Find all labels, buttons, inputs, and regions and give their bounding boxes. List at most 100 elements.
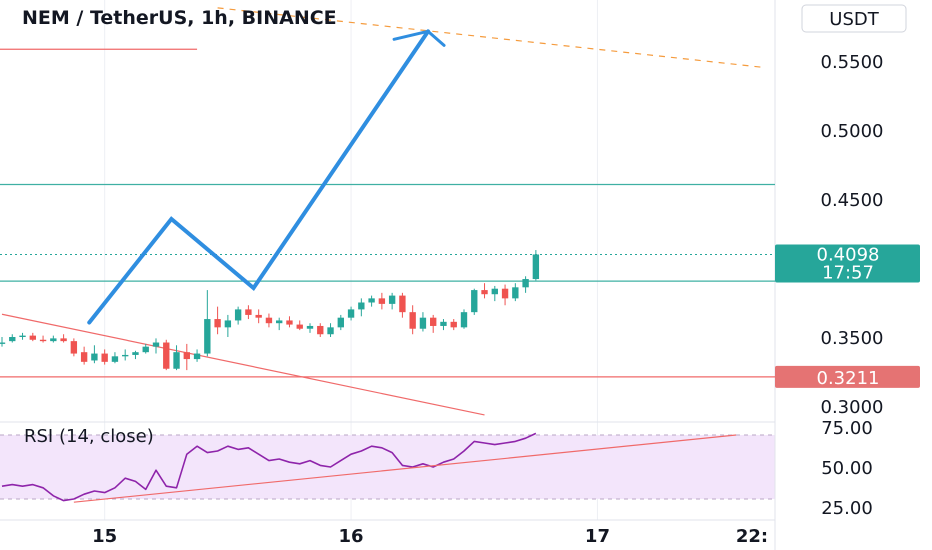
candle-body [183,352,190,360]
candle-47 [481,283,488,299]
candle-27 [276,317,283,331]
rsi-tick-label: 25.00 [821,498,873,519]
candle-body [214,319,221,328]
candle-body [9,337,16,342]
rsi-label: RSI (14, close) [24,426,154,447]
candle-body [296,324,303,329]
candle-body [450,321,457,328]
candle-body [460,312,468,328]
candle-body [399,295,406,313]
candle-38 [388,292,396,310]
candle-20 [204,290,211,357]
candle-body [347,309,355,318]
rsi-pane [1,432,737,503]
candle-body [512,287,519,299]
candle-8 [80,346,88,365]
candle-body [471,290,478,313]
candle-1 [9,334,16,343]
candle-43 [440,319,447,331]
candle-body [501,288,509,299]
candle-33 [337,314,344,331]
rsi-axis: 75.00 50.00 25.00 [821,418,873,519]
currency-label[interactable]: USDT [829,9,879,30]
candle-body [70,341,78,354]
candle-52 [532,250,540,281]
candle-body [19,335,26,337]
price-tick-label: 0.4500 [821,190,884,211]
time-tick-label: 22: [736,526,768,547]
candle-31 [317,323,324,337]
candle-50 [512,283,519,302]
price-tick-label: 0.3000 [821,397,884,418]
time-axis: 15 16 17 22: [92,526,768,547]
rsi-tick-label: 50.00 [821,458,873,479]
candle-body [368,298,375,303]
candle-body [491,288,498,295]
candle-body [224,320,232,328]
price-tick-label: 0.5500 [821,52,884,73]
candle-body [60,338,67,342]
candle-3 [29,332,36,342]
trend-line-descending-orange-dashed [217,7,762,68]
price-tick-label: 0.3500 [821,328,884,349]
candle-29 [296,320,303,331]
candle-42 [430,314,437,333]
rsi-line [1,432,537,502]
candle-14 [142,343,149,354]
candle-body [193,353,201,360]
candle-body [481,290,488,295]
candle-51 [522,276,529,293]
candle-body [142,346,149,353]
currency-button[interactable]: USDT [801,4,907,33]
candle-9 [91,345,98,364]
candle-body [163,342,170,369]
projection-arrowhead [392,29,446,47]
candle-body [101,353,108,362]
candle-12 [122,349,129,361]
trend-line-descending-red [1,313,485,416]
candle-2 [19,332,26,340]
time-tick-label: 16 [339,526,364,547]
candle-13 [132,350,139,360]
support-price-badge: 0.3211 [775,365,920,389]
candle-34 [347,306,355,321]
time-tick-label: 15 [92,526,117,547]
candle-body [0,342,6,344]
candle-body [522,279,529,288]
candle-body [50,338,57,342]
candle-body [440,321,447,326]
candle-body [378,298,386,304]
candle-body [204,319,211,354]
candle-4 [39,335,47,343]
candle-body [234,309,242,321]
candle-25 [255,309,262,324]
candle-11 [111,352,119,364]
candle-body [173,352,180,369]
candle-23 [234,306,242,325]
rsi-trend-line [73,434,737,503]
chart-title: NEM / TetherUS, 1h, BINANCE [22,7,337,29]
candle-22 [224,314,232,337]
candle-24 [245,305,252,320]
candle-body [91,353,98,361]
candle-countdown: 17:57 [822,262,874,283]
candle-body [39,339,47,342]
candle-41 [419,312,427,332]
support-price-value: 0.3211 [817,368,880,389]
candle-body [419,317,427,329]
candle-body [388,295,396,304]
candle-36 [368,295,375,307]
candle-body [358,302,365,310]
rsi-tick-label: 75.00 [821,418,873,439]
time-tick-label: 17 [585,526,610,547]
candle-32 [327,323,334,337]
candle-19 [193,349,201,362]
candle-body [327,327,334,335]
candle-body [286,320,293,325]
candle-0 [0,337,6,347]
projection-polyline [87,29,431,325]
candle-45 [460,309,468,329]
candle-46 [471,288,478,315]
candle-body [111,356,119,362]
